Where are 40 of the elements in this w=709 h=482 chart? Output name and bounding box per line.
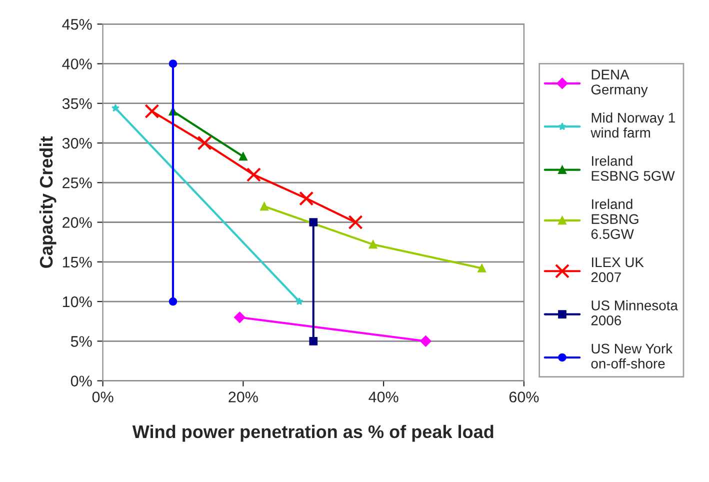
y-tick-label: 40% xyxy=(62,58,92,70)
point xyxy=(260,202,268,211)
point xyxy=(168,60,178,68)
point xyxy=(144,104,160,119)
point xyxy=(368,240,378,249)
x-tick-label: 40% xyxy=(368,392,398,402)
y-tick-label: 30% xyxy=(62,138,92,149)
y-tick-label: 5% xyxy=(70,336,92,347)
y-tick-label: 15% xyxy=(62,256,92,268)
legend-label: US Minnesota 2006 xyxy=(591,300,678,326)
point xyxy=(420,336,432,347)
y-tick-label: 10% xyxy=(62,296,92,308)
y-tick-label: 0% xyxy=(70,376,92,386)
legend-label: US New York on-off-shore xyxy=(591,343,673,369)
x-tick-label: 60% xyxy=(509,392,539,402)
point xyxy=(478,264,486,272)
point xyxy=(111,104,120,112)
point xyxy=(295,297,304,306)
point xyxy=(168,297,178,306)
point xyxy=(239,152,248,161)
legend-label: Ireland ESBNG 5GW xyxy=(592,156,675,181)
legend-label: DENA Germany xyxy=(591,70,648,98)
legend-label: ILEX UK 2007 xyxy=(591,257,644,282)
point xyxy=(234,312,246,323)
y-tick-label: 35% xyxy=(62,98,92,110)
point xyxy=(348,214,363,230)
x-axis-title: Wind power penetration as % of peak load xyxy=(132,424,494,442)
legend-label: Mid Norway 1 wind farm xyxy=(590,112,675,138)
point xyxy=(197,136,212,150)
point xyxy=(299,191,314,206)
y-tick-label: 25% xyxy=(62,177,92,188)
point xyxy=(309,336,318,346)
x-tick-label: 0% xyxy=(92,392,114,402)
legend-label: Ireland ESBNG 6.5GW xyxy=(591,198,638,239)
point xyxy=(246,167,262,182)
y-tick-label: 20% xyxy=(62,217,92,228)
x-tick-label: 20% xyxy=(228,392,258,402)
y-axis-title: Capacity Credit xyxy=(39,136,56,268)
y-tick-label: 45% xyxy=(62,19,92,30)
point xyxy=(309,218,318,226)
